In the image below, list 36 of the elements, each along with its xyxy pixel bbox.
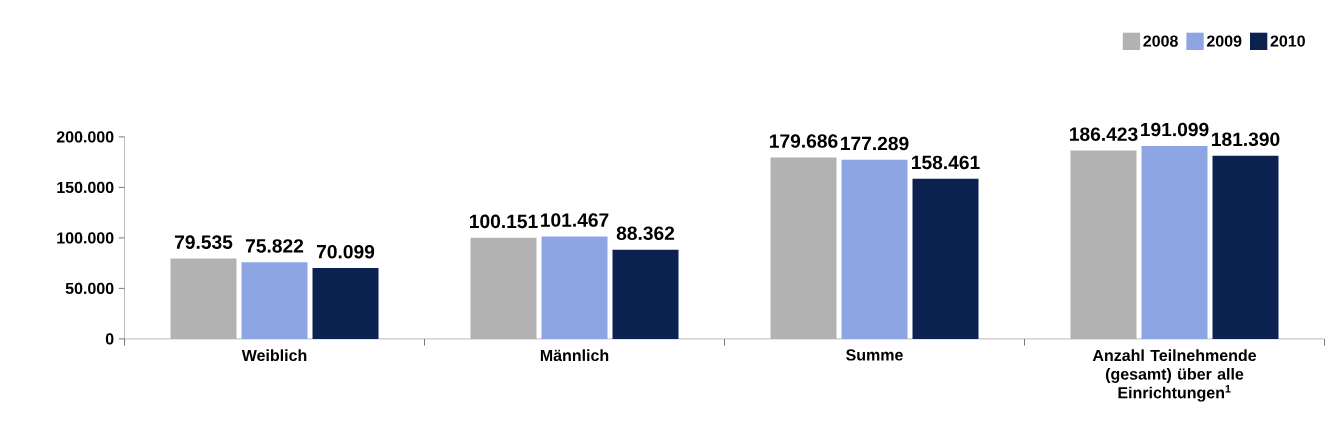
x-tick-label: Weiblich <box>241 349 307 362</box>
bar <box>841 159 908 339</box>
data-label: 70.099 <box>316 244 375 259</box>
data-label: 158.461 <box>912 155 980 170</box>
bar <box>541 236 608 339</box>
bar <box>1212 155 1279 339</box>
bar <box>1141 145 1208 339</box>
bar <box>241 262 308 339</box>
data-label: 100.151 <box>470 214 538 229</box>
legend-label: 2010 <box>1270 35 1305 47</box>
bar <box>612 249 679 339</box>
legend-label: 2009 <box>1206 35 1242 47</box>
bar <box>470 237 537 339</box>
x-tick-label: Anzahl Teilnehmende (gesamt) über alle Einrichtungen$^{1}$ <box>1092 349 1257 402</box>
data-label: 79.535 <box>174 235 233 249</box>
bar <box>312 268 379 339</box>
data-label: 181.390 <box>1212 132 1280 147</box>
bar <box>912 178 979 339</box>
bar <box>1070 150 1137 339</box>
legend-label: 2008 <box>1143 35 1178 47</box>
x-tick-label: Männlich <box>540 349 609 362</box>
data-label: 75.822 <box>245 239 304 253</box>
data-label: 177.289 <box>841 136 909 151</box>
y-tick-label: 150.000 <box>57 181 114 194</box>
data-label: 179.686 <box>770 134 838 148</box>
y-tick-label: 50.000 <box>65 282 114 295</box>
data-label: 88.362 <box>616 226 675 241</box>
data-label: 186.423 <box>1070 127 1138 142</box>
y-tick-label: 200.000 <box>56 131 114 143</box>
bar <box>170 258 237 339</box>
data-label: 191.099 <box>1141 122 1209 137</box>
x-tick-label: Summe <box>846 349 903 361</box>
y-tick-label: 0 <box>105 333 114 345</box>
bar <box>770 157 837 339</box>
y-tick-label: 100.000 <box>57 232 114 244</box>
data-label: 101.467 <box>541 213 609 227</box>
